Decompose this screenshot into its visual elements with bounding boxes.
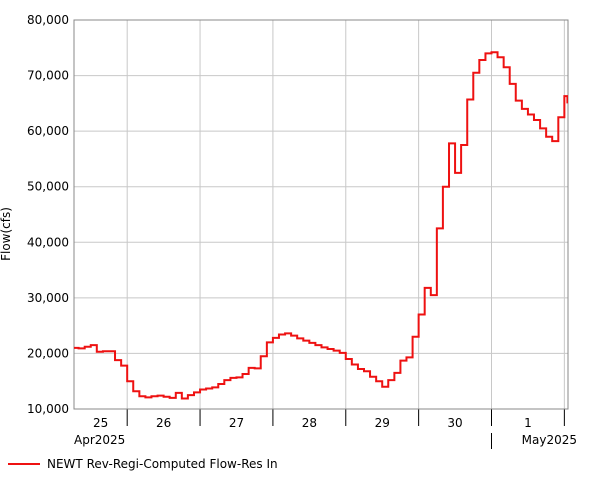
x-tick-label: 26 bbox=[156, 416, 171, 430]
plot-frame bbox=[73, 19, 569, 410]
y-tick-label: 20,000 bbox=[27, 346, 69, 360]
y-tick-label: 80,000 bbox=[27, 13, 69, 27]
month-label: May2025 bbox=[522, 433, 577, 447]
y-tick-label: 40,000 bbox=[27, 235, 69, 249]
x-tick-label: 25 bbox=[93, 416, 108, 430]
x-tick-label: 30 bbox=[447, 416, 462, 430]
y-tick-label: 50,000 bbox=[27, 180, 69, 194]
x-tick-label: 28 bbox=[302, 416, 317, 430]
y-tick-label: 70,000 bbox=[27, 69, 69, 83]
x-tick-label: 29 bbox=[375, 416, 390, 430]
y-tick-label: 10,000 bbox=[27, 402, 69, 416]
month-label: Apr2025 bbox=[74, 433, 125, 447]
y-axis-label: Flow(cfs) bbox=[0, 207, 13, 261]
legend-label: NEWT Rev-Regi-Computed Flow-Res In bbox=[47, 457, 278, 471]
x-tick-label: 27 bbox=[229, 416, 244, 430]
x-tick-label: 1 bbox=[524, 416, 532, 430]
y-tick-label: 60,000 bbox=[27, 124, 69, 138]
data-line bbox=[74, 51, 568, 400]
y-tick-label: 30,000 bbox=[27, 291, 69, 305]
